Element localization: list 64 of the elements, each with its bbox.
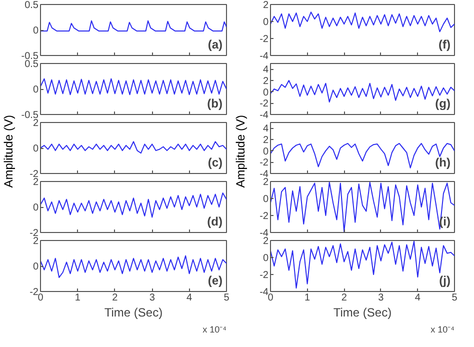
- annotation: (a): [208, 38, 223, 52]
- x-tick-label: 5: [224, 292, 230, 304]
- y-tick-label: 2: [262, 135, 269, 146]
- x-tick-label: 3: [149, 292, 156, 304]
- annotation: (c): [208, 156, 223, 170]
- y-tick-label: 0: [262, 87, 269, 98]
- line-series: [270, 240, 454, 289]
- y-tick-label: -2: [260, 34, 269, 45]
- annotation: (f): [438, 38, 451, 52]
- y-tick-label: 0: [32, 202, 39, 214]
- line-series: [40, 20, 226, 32]
- y-tick-label: 2: [262, 0, 269, 11]
- y-tick-label: 0.5: [24, 0, 39, 11]
- text: x 10⁻⁴: [202, 324, 227, 334]
- annotation: (g): [435, 96, 451, 110]
- line-series: [270, 182, 454, 232]
- y-tick-label: 4: [262, 124, 269, 135]
- line-series: [270, 12, 454, 32]
- line-series: [40, 192, 226, 218]
- y-tick-label: 0: [262, 17, 269, 28]
- y-tick-label: 2: [262, 177, 269, 188]
- y-tick-label: 4: [262, 64, 269, 76]
- annotation: (j): [439, 274, 451, 288]
- x-axis-title: Time (Sec): [333, 306, 392, 320]
- x-tick-label: 5: [452, 292, 458, 304]
- x-tick-label: 2: [112, 292, 118, 304]
- y-tick-label: -2: [260, 98, 269, 110]
- y-tick-label: -4: [260, 287, 269, 298]
- y-tick-label: 0: [262, 146, 269, 158]
- y-tick-label: 2: [262, 236, 269, 247]
- x-axis-title: Time (Sec): [104, 306, 163, 320]
- y-tick-label: 0: [262, 253, 269, 264]
- y-tick-label: 2: [32, 118, 39, 129]
- y-tick-label: -2: [30, 287, 39, 298]
- x-tick-label: 4: [186, 292, 193, 304]
- y-tick-label: -2: [260, 158, 269, 169]
- annotation: (h): [435, 156, 451, 170]
- y-tick-label: 0: [32, 144, 39, 154]
- y-axis-title: Amplitude (V): [2, 115, 16, 188]
- text: x 10⁻⁴: [430, 324, 455, 334]
- x-tick-label: 2: [341, 292, 348, 304]
- y-tick-label: 2: [32, 236, 39, 247]
- y-tick-label: 0: [32, 26, 39, 36]
- y-tick-label: 0: [262, 194, 269, 205]
- line-series: [40, 78, 226, 96]
- x-tick-label: 1: [74, 292, 81, 304]
- y-tick-label: 0.5: [24, 59, 39, 70]
- line-series: [270, 142, 454, 168]
- y-tick-label: 2: [32, 177, 39, 188]
- y-tick-label: 0: [32, 84, 39, 96]
- x-tick-label: 1: [304, 292, 311, 304]
- y-tick-label: -2: [260, 211, 269, 222]
- y-tick-label: -4: [260, 51, 269, 62]
- line-series: [40, 141, 226, 154]
- y-tick-label: -4: [260, 110, 269, 121]
- annotation: (b): [207, 96, 223, 110]
- y-tick-label: 0: [32, 262, 39, 272]
- annotation: (e): [208, 274, 223, 288]
- annotation: (d): [207, 214, 223, 228]
- x-tick-label: 3: [378, 292, 384, 304]
- y-tick-label: -2: [260, 270, 269, 281]
- x-tick-label: 4: [414, 292, 421, 304]
- y-tick-label: 2: [262, 76, 269, 87]
- y-axis-title: Amplitude (V): [234, 115, 248, 188]
